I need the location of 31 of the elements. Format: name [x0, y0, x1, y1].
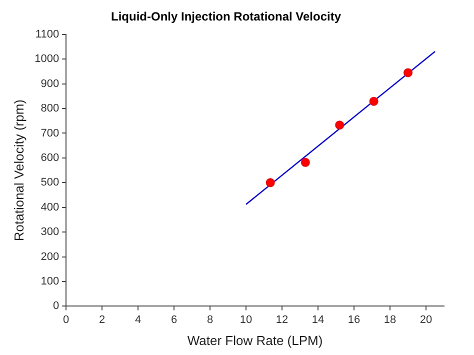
- x-tick-label: 10: [240, 314, 252, 326]
- x-tick-label: 14: [312, 314, 324, 326]
- x-axis-title: Water Flow Rate (LPM): [187, 332, 323, 348]
- y-tick-label: 0: [52, 300, 60, 312]
- x-tick-label: 4: [134, 314, 142, 326]
- y-tick-label: 900: [40, 78, 60, 90]
- x-tick-label: 12: [276, 314, 288, 326]
- y-tick-label: 500: [40, 176, 60, 189]
- x-tick-label: 8: [206, 314, 214, 326]
- y-tick-label: 1000: [34, 53, 60, 66]
- y-tick-label: 1100: [35, 28, 60, 40]
- y-tick-label: 200: [40, 250, 60, 263]
- chart-title: Liquid-Only Injection Rotational Velocity: [110, 10, 342, 24]
- point: [369, 96, 378, 106]
- y-tick-label: 300: [40, 226, 60, 238]
- y-tick-label: 600: [40, 152, 60, 164]
- y-tick-label: 100: [40, 276, 60, 288]
- point: [300, 158, 310, 167]
- point: [266, 178, 275, 188]
- x-tick-label: 16: [348, 314, 360, 326]
- point: [335, 120, 344, 130]
- x-tick-label: 0: [63, 314, 70, 326]
- y-tick-label: 700: [40, 127, 60, 140]
- x-tick-label: 6: [170, 314, 178, 326]
- x-tick-label: 18: [384, 314, 396, 326]
- y-tick-label: 800: [40, 102, 60, 115]
- y-tick-label: 400: [40, 201, 60, 214]
- point: [404, 68, 413, 78]
- x-tick-label: 20: [420, 314, 432, 326]
- y-axis-title: Rotational Velocity (rpm): [11, 99, 26, 242]
- x-tick-label: 2: [99, 314, 106, 326]
